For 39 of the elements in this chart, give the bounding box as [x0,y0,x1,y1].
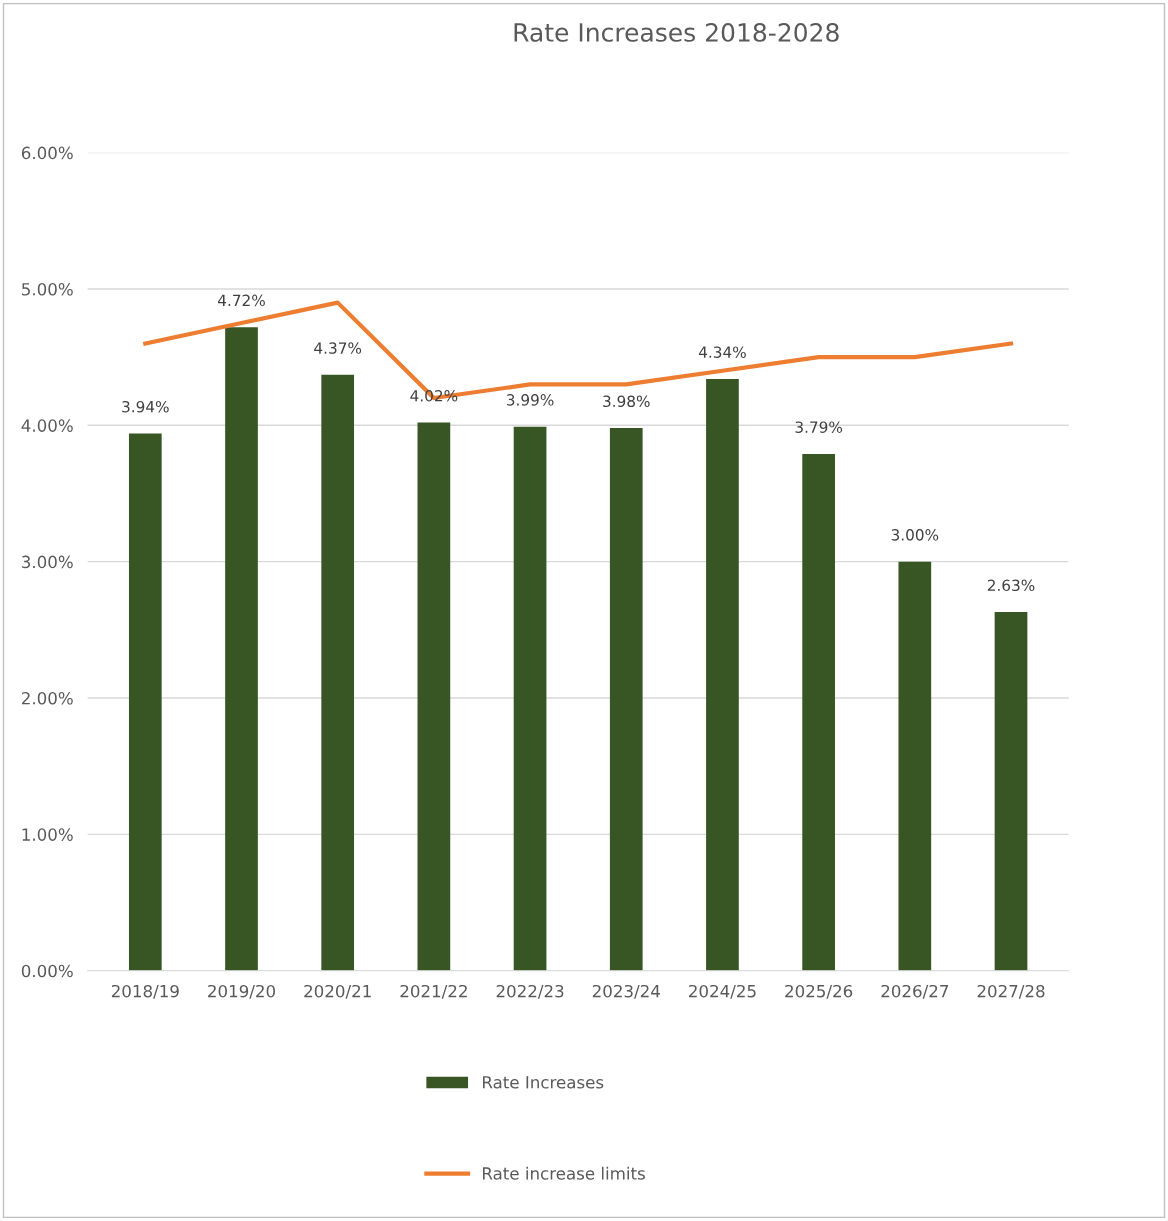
y-tick-label: 3.00% [22,555,73,569]
bar [706,378,739,971]
x-tick-label: 2025/26 [785,984,853,999]
bar [417,422,451,971]
y-tick-label: 2.00% [21,691,73,705]
data-label: 3.99% [506,394,554,406]
data-label: 4.72% [217,294,265,307]
y-tick-label: 1.00% [22,828,73,841]
x-tick-label: 2018/19 [111,984,179,999]
chart-title: Rate Increases 2018-2028 [514,22,839,42]
x-tick-label: 2022/23 [496,984,564,999]
bar [513,426,547,971]
bar [609,428,643,971]
data-label: 4.34% [698,346,746,358]
x-tick-label: 2026/27 [881,984,949,999]
bar [994,612,1028,971]
y-tick-label: 0.00% [21,964,73,978]
bar [321,374,355,971]
data-label: 3.79% [795,421,843,433]
y-tick-label: 6.00% [21,146,73,160]
x-tick-label: 2027/28 [977,984,1045,999]
x-tick-label: 2019/20 [208,984,276,999]
bar [128,433,162,971]
x-tick-label: 2020/21 [304,984,371,999]
data-label: 2.63% [987,579,1035,592]
data-label: 3.00% [891,529,939,541]
bar [898,561,932,971]
y-tick-label: 4.00% [21,419,73,432]
data-label: 3.94% [122,400,169,413]
legend-label: Rate increase limits [483,1166,645,1180]
bar [802,453,835,971]
bar [225,327,258,971]
data-label: 4.37% [314,342,362,354]
data-label: 3.98% [603,395,650,408]
x-tick-label: 2021/22 [400,984,467,999]
x-tick-label: 2023/24 [592,984,660,999]
y-tick-label: 5.00% [22,282,73,296]
legend-label: Rate Increases [483,1076,604,1089]
x-tick-label: 2024/25 [689,984,756,999]
